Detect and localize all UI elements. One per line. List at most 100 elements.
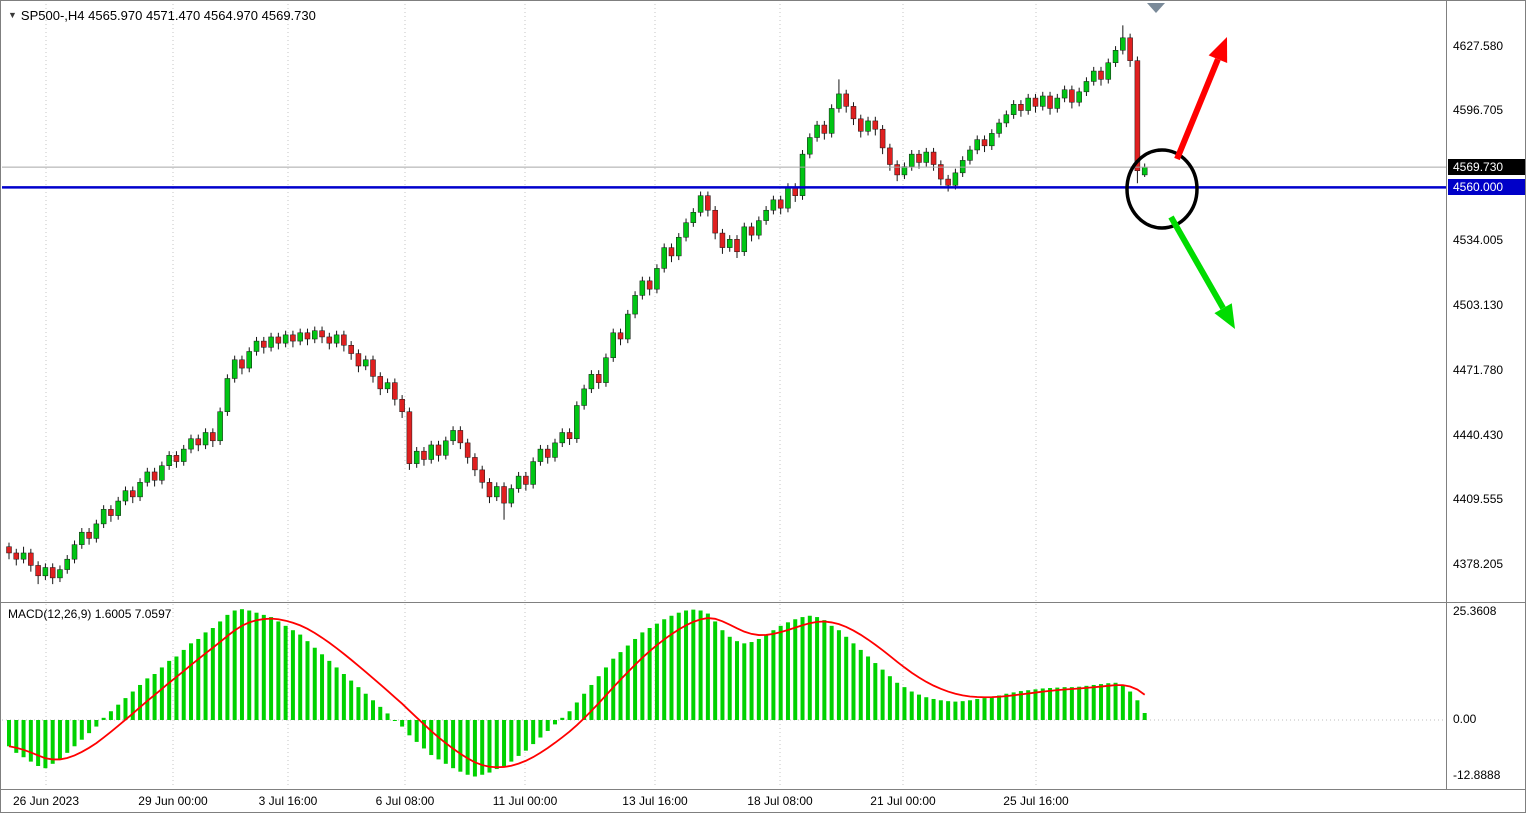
bear-candle-body <box>28 552 34 566</box>
time-axis[interactable]: 26 Jun 2023 29 Jun 00:00 3 Jul 16:00 6 Jul … <box>1 790 1446 812</box>
bull-candle-body <box>1054 97 1061 109</box>
time-axis-label: 3 Jul 16:00 <box>258 794 318 808</box>
bear-candle-body <box>938 164 944 180</box>
macd-bar <box>596 676 601 720</box>
macd-bar <box>764 634 769 720</box>
macd-bar <box>14 720 19 753</box>
macd-bar <box>203 632 208 720</box>
macd-bar <box>771 630 776 720</box>
macd-bar <box>7 720 11 747</box>
bull-candle-body <box>297 332 303 342</box>
bull-candle-body <box>159 465 165 481</box>
time-axis-label: 25 Jul 16:00 <box>1003 794 1069 808</box>
price-axis-label: 4503.130 <box>1453 297 1504 312</box>
bear-candle-body <box>319 330 325 338</box>
bull-candle-body <box>581 388 587 406</box>
chart-shift-marker-icon[interactable] <box>1147 3 1165 13</box>
macd-bar <box>662 619 667 720</box>
bear-candle-body <box>712 209 718 234</box>
bear-candle-body <box>879 128 886 149</box>
highlight-circle[interactable] <box>1125 148 1199 230</box>
macd-bar <box>975 698 980 720</box>
macd-axis-label: 25.3608 <box>1453 604 1497 618</box>
bear-candle-body <box>777 199 784 209</box>
macd-bar <box>778 625 783 720</box>
bear-candle-body <box>850 106 857 120</box>
bull-candle-body <box>268 336 274 348</box>
bull-candle-body <box>756 220 762 236</box>
bear-candle-body <box>130 490 136 498</box>
bull-candle-body <box>770 199 777 211</box>
bear-candle-body <box>872 120 879 130</box>
macd-bar <box>465 720 470 775</box>
macd-bar <box>87 720 92 734</box>
macd-bar <box>1048 688 1053 720</box>
macd-bar <box>239 609 244 720</box>
macd-bar <box>502 720 507 766</box>
bull-candle-body <box>632 295 638 315</box>
bear-candle-body <box>1032 97 1039 107</box>
bull-candle-body <box>952 172 959 186</box>
bull-candle-body <box>1040 95 1046 107</box>
bull-candle-body <box>115 500 121 516</box>
macd-bar <box>1135 700 1140 720</box>
bullish-scenario-arrow-head <box>1208 37 1228 63</box>
macd-bar <box>1077 686 1082 720</box>
bull-candle-body <box>785 187 791 209</box>
macd-bar <box>480 720 485 775</box>
macd-bar <box>43 720 48 769</box>
bull-candle-body <box>763 209 769 221</box>
macd-bar <box>108 711 113 720</box>
time-axis-label: 21 Jul 00:00 <box>870 794 936 808</box>
time-axis-label: 6 Jul 08:00 <box>375 794 435 808</box>
bear-candle-body <box>981 139 988 147</box>
bear-candle-body <box>1069 89 1075 103</box>
macd-bar <box>341 674 346 720</box>
bull-candle-body <box>574 405 580 439</box>
price-axis[interactable]: 4627.580 4596.705 4534.005 4503.130 4471.780… <box>1447 1 1525 789</box>
bear-candle-body <box>887 147 893 165</box>
bull-candle-body <box>166 455 172 466</box>
macd-bar <box>451 720 456 769</box>
bull-candle-body <box>836 93 842 109</box>
macd-bar <box>458 720 463 772</box>
macd-value-axis[interactable]: 25.3608 0.00 -12.8888 <box>1447 602 1525 789</box>
bear-candle-body <box>392 382 398 400</box>
macd-bar <box>909 691 914 720</box>
macd-bar <box>669 615 674 720</box>
macd-bar <box>225 614 230 720</box>
bull-candle-body <box>202 432 209 446</box>
macd-bar <box>159 667 164 720</box>
bull-candle-body <box>443 440 449 456</box>
bull-candle-body <box>1112 50 1119 63</box>
bear-candle-body <box>86 531 92 539</box>
macd-axis-label: -12.8888 <box>1453 768 1501 783</box>
bull-candle-body <box>362 359 369 367</box>
bear-candle-body <box>617 332 624 340</box>
bear-candle-body <box>108 509 114 516</box>
bearish-scenario-arrow[interactable] <box>1168 215 1226 310</box>
bear-candle-body <box>544 448 551 458</box>
bull-candle-body <box>64 558 70 570</box>
macd-bar <box>589 684 594 720</box>
bull-candle-body <box>530 461 536 485</box>
bull-candle-body <box>683 222 689 238</box>
macd-bar <box>946 701 951 720</box>
bear-candle-body <box>501 486 507 504</box>
bull-candle-body <box>71 544 78 560</box>
price-axis-label: 4440.430 <box>1453 427 1504 442</box>
macd-bar <box>101 717 106 720</box>
macd-bar <box>371 700 375 720</box>
bull-candle-body <box>654 268 660 290</box>
macd-bar <box>385 713 390 720</box>
bear-candle-body <box>239 359 245 369</box>
macd-bar <box>247 610 252 720</box>
bear-candle-body <box>13 552 20 560</box>
macd-bar <box>290 630 295 720</box>
macd-bar <box>57 720 62 760</box>
macd-bar <box>858 649 863 720</box>
bull-candle-body <box>559 432 566 444</box>
bullish-scenario-arrow[interactable] <box>1174 58 1221 161</box>
bull-candle-body <box>1141 166 1148 176</box>
